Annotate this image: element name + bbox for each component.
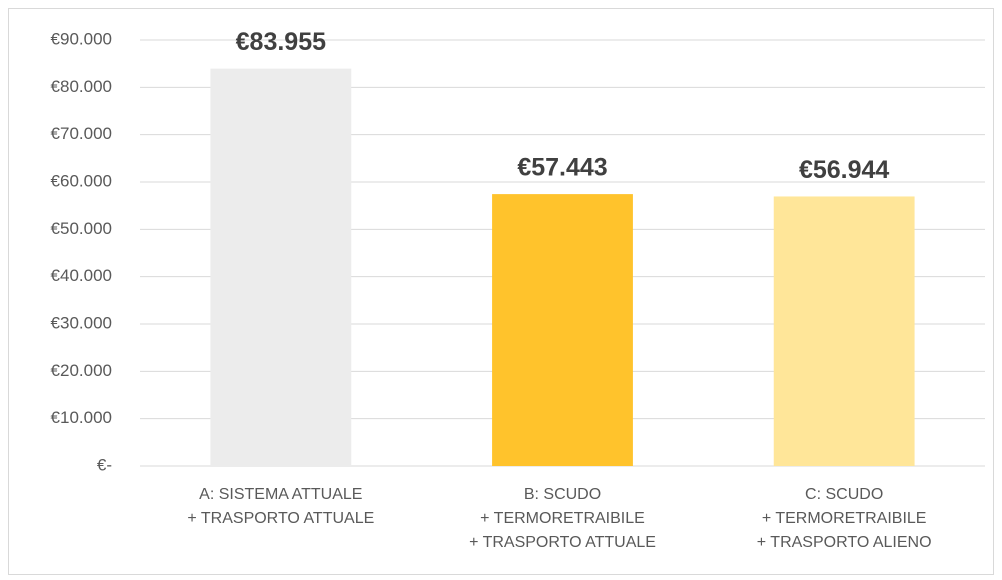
y-tick-label: €- <box>97 455 112 474</box>
value-label: €57.443 <box>517 154 607 182</box>
y-tick-label: €90.000 <box>51 29 112 48</box>
x-tick-label: + TRASPORTO ATTUALE <box>469 534 656 551</box>
value-label: €83.955 <box>236 28 326 56</box>
y-tick-label: €50.000 <box>51 219 112 238</box>
bar <box>492 194 633 466</box>
x-tick-label: A: SISTEMA ATTUALE <box>199 486 362 503</box>
x-tick-label: C: SCUDO <box>805 486 883 503</box>
y-tick-label: €10.000 <box>51 408 112 427</box>
bar <box>773 196 915 466</box>
x-tick-label: + TRASPORTO ATTUALE <box>187 510 374 527</box>
x-tick-label: B: SCUDO <box>524 486 601 503</box>
value-label: €56.944 <box>799 156 889 184</box>
x-tick-label: + TERMORETRAIBILE <box>480 510 645 527</box>
bar <box>210 68 352 466</box>
y-tick-label: €30.000 <box>51 313 112 332</box>
y-tick-label: €40.000 <box>51 266 112 285</box>
y-tick-label: €70.000 <box>51 124 112 143</box>
y-tick-label: €80.000 <box>51 77 112 96</box>
x-tick-label: + TRASPORTO ALIENO <box>757 534 932 551</box>
y-tick-label: €60.000 <box>51 171 112 190</box>
y-tick-label: €20.000 <box>51 361 112 380</box>
x-tick-label: + TERMORETRAIBILE <box>762 510 927 527</box>
